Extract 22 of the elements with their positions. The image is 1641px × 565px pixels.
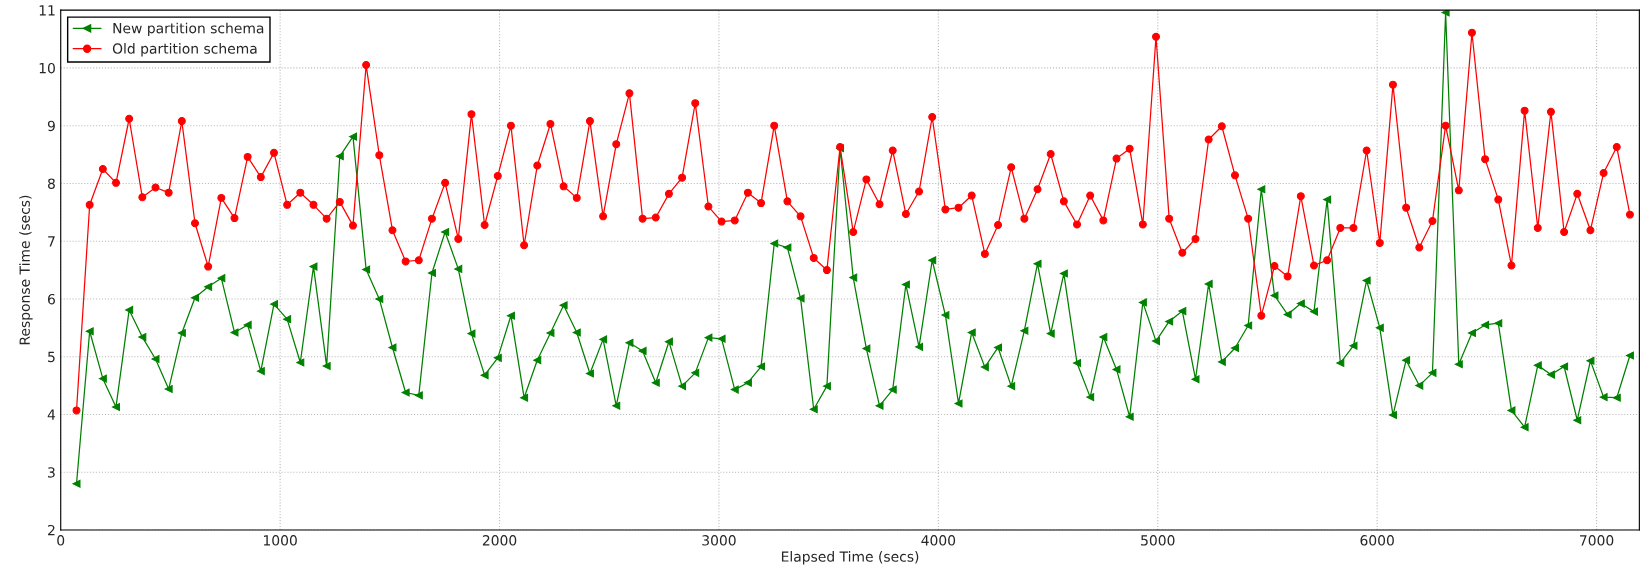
x-tick-label: 0 (57, 535, 65, 546)
y-tick-label: 9 (47, 120, 55, 132)
y-tick-label: 11 (39, 5, 55, 16)
x-tick-label: 6000 (1360, 535, 1394, 546)
x-axis-title: Elapsed Time (secs) (781, 551, 919, 565)
y-axis-title: Response Time (secs) (19, 195, 33, 345)
y-tick-label: 8 (47, 178, 55, 189)
y-tick-label: 4 (47, 409, 56, 420)
y-tick-label: 6 (47, 293, 55, 305)
y-tick-label: 5 (48, 351, 55, 363)
y-tick-label: 7 (48, 236, 55, 247)
legend-label: New partition schema (113, 22, 264, 37)
x-tick-label: 1000 (263, 535, 297, 546)
x-tick-label: 5000 (1141, 535, 1175, 546)
x-tick-label: 7000 (1580, 535, 1614, 546)
x-tick-label: 3000 (702, 535, 736, 546)
x-tick-label: 4000 (921, 535, 956, 546)
legend-label: Old partition schema (112, 43, 257, 57)
y-tick-label: 2 (48, 524, 55, 536)
y-tick-label: 3 (48, 467, 55, 478)
x-tick-label: 2000 (482, 535, 517, 546)
y-tick-label: 10 (39, 62, 55, 74)
